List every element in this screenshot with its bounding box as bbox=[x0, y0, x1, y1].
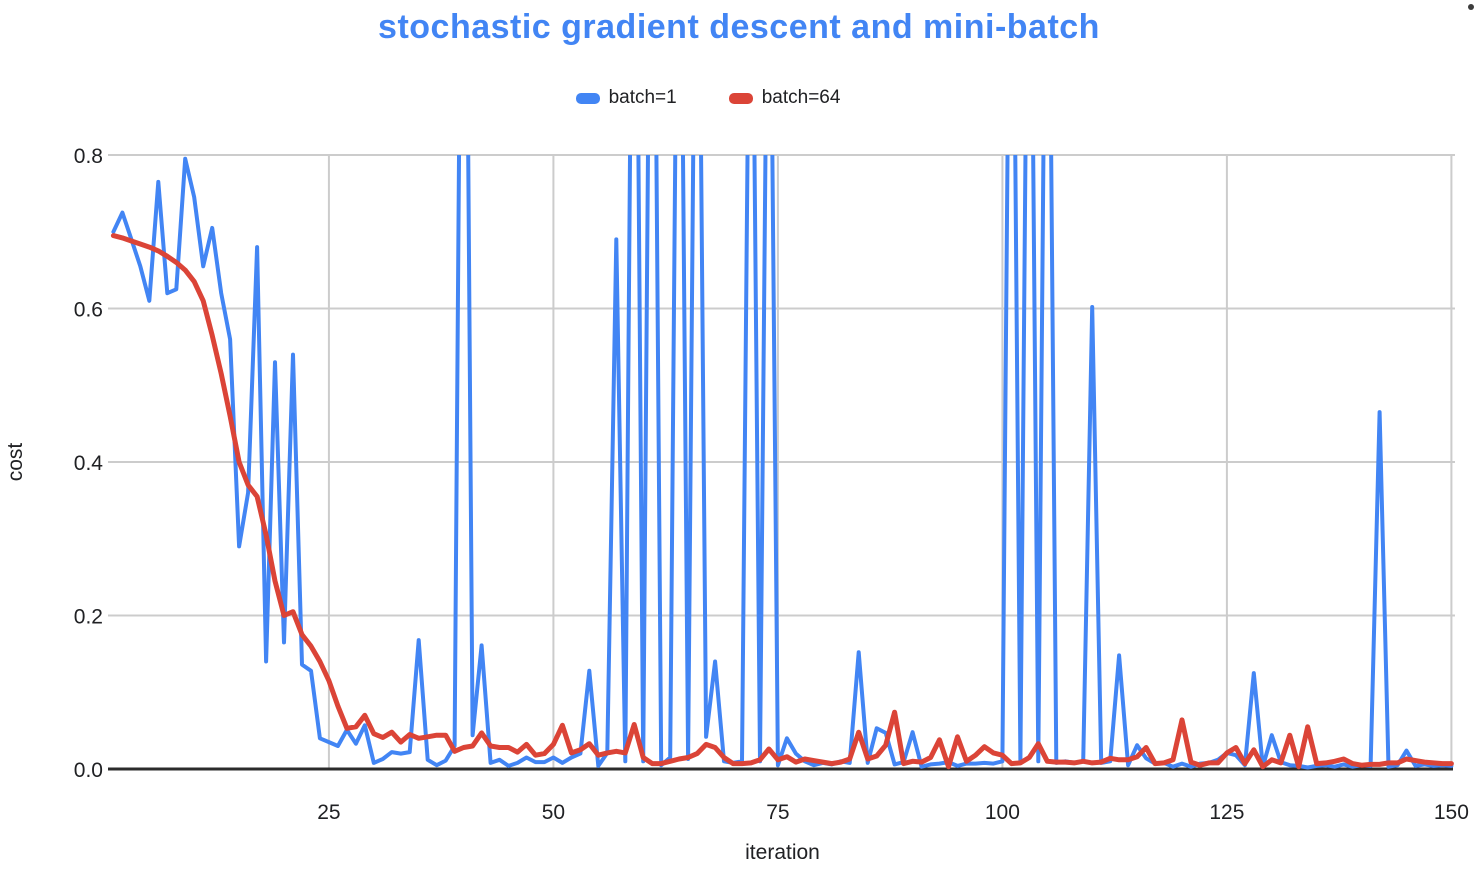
x-tick-label: 100 bbox=[985, 801, 1020, 824]
chart-title: stochastic gradient descent and mini-bat… bbox=[378, 8, 1100, 46]
series-line-batch-64 bbox=[110, 233, 1454, 770]
y-axis-label: cost bbox=[4, 442, 27, 482]
screen-artifact-dot bbox=[1468, 4, 1474, 10]
legend-item-batch-64: batch=64 bbox=[728, 87, 841, 109]
y-tick-label: 0.0 bbox=[74, 759, 103, 782]
y-tick-label: 0.6 bbox=[74, 299, 103, 322]
y-tick-label: 0.8 bbox=[74, 145, 103, 168]
chart-legend: batch=1 batch=64 bbox=[0, 87, 1416, 109]
y-tick-label: 0.2 bbox=[74, 606, 103, 629]
x-tick-label: 125 bbox=[1209, 801, 1244, 824]
y-tick-label: 0.4 bbox=[74, 452, 104, 475]
legend-label-batch-64: batch=64 bbox=[761, 87, 841, 108]
x-tick-label: 150 bbox=[1434, 801, 1469, 824]
legend-swatch-batch-64-icon bbox=[728, 92, 753, 104]
legend-label-batch-1: batch=1 bbox=[608, 87, 677, 108]
x-axis-label: iteration bbox=[745, 841, 820, 864]
x-tick-label: 25 bbox=[317, 801, 340, 824]
x-tick-label: 75 bbox=[766, 801, 789, 824]
legend-item-batch-1: batch=1 bbox=[575, 87, 677, 109]
legend-swatch-batch-1-icon bbox=[575, 92, 600, 104]
x-tick-label: 50 bbox=[542, 801, 565, 824]
